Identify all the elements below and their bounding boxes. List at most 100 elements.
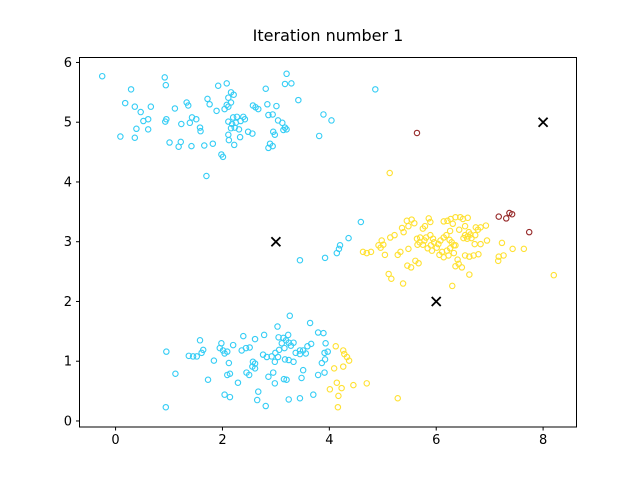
data-point bbox=[223, 80, 230, 87]
data-point bbox=[144, 115, 152, 123]
data-point bbox=[466, 253, 473, 260]
data-point bbox=[225, 359, 233, 367]
x-tick-label: 0 bbox=[111, 433, 119, 448]
data-point bbox=[415, 259, 422, 267]
data-point bbox=[306, 319, 314, 327]
y-axis: 0 1 2 3 4 5 6 bbox=[64, 56, 80, 429]
data-point bbox=[333, 379, 341, 386]
data-point bbox=[262, 402, 269, 410]
data-point bbox=[328, 117, 335, 124]
data-point bbox=[185, 352, 193, 360]
data-point bbox=[221, 350, 228, 357]
data-point bbox=[326, 386, 334, 393]
data-point bbox=[206, 101, 213, 108]
data-point bbox=[271, 380, 279, 387]
data-point bbox=[452, 242, 459, 249]
data-point bbox=[400, 228, 407, 236]
data-point bbox=[455, 226, 463, 234]
data-point bbox=[230, 141, 238, 149]
x-tick-label: 2 bbox=[218, 433, 226, 448]
data-point bbox=[236, 133, 244, 141]
data-point bbox=[274, 353, 282, 361]
data-point bbox=[265, 373, 272, 380]
data-point bbox=[221, 105, 228, 113]
data-point bbox=[299, 366, 307, 374]
x-tick-label: 4 bbox=[325, 433, 333, 448]
data-point bbox=[324, 348, 331, 355]
data-point bbox=[241, 115, 249, 123]
data-point bbox=[445, 252, 452, 259]
data-point bbox=[407, 264, 415, 271]
data-point bbox=[391, 231, 398, 239]
data-point bbox=[163, 348, 170, 355]
series-cluster-darkred bbox=[413, 129, 533, 236]
data-point bbox=[509, 245, 516, 253]
series-centroids bbox=[270, 117, 549, 307]
data-point bbox=[265, 144, 272, 152]
data-point bbox=[196, 124, 204, 131]
data-point bbox=[450, 249, 458, 257]
data-point bbox=[290, 358, 297, 366]
data-point bbox=[321, 254, 329, 262]
data-point bbox=[225, 136, 233, 144]
data-point bbox=[502, 215, 510, 222]
data-point bbox=[121, 99, 129, 107]
data-point bbox=[281, 344, 288, 352]
x-tick-label: 8 bbox=[539, 433, 547, 448]
data-point bbox=[204, 95, 211, 103]
data-point bbox=[189, 353, 197, 360]
data-point bbox=[133, 125, 140, 133]
data-point bbox=[388, 275, 395, 283]
data-point bbox=[320, 111, 327, 118]
y-tick-label: 6 bbox=[64, 56, 72, 71]
data-point bbox=[98, 72, 106, 80]
data-point bbox=[162, 403, 170, 411]
data-point bbox=[425, 215, 432, 222]
data-point bbox=[278, 340, 286, 347]
data-point bbox=[161, 74, 168, 81]
data-point bbox=[372, 86, 379, 93]
y-tick-label: 3 bbox=[64, 235, 72, 250]
centroid-x-marker bbox=[270, 236, 282, 247]
data-point bbox=[405, 222, 412, 230]
data-point bbox=[394, 251, 401, 259]
data-point bbox=[322, 340, 329, 347]
data-point bbox=[482, 222, 490, 229]
data-point bbox=[332, 343, 339, 350]
data-point bbox=[193, 353, 201, 360]
data-point bbox=[339, 363, 347, 370]
data-point bbox=[225, 94, 232, 101]
data-point bbox=[131, 134, 139, 141]
data-point bbox=[295, 96, 302, 104]
data-point bbox=[433, 244, 441, 251]
data-point bbox=[131, 103, 139, 110]
data-point bbox=[411, 219, 418, 227]
data-point bbox=[245, 371, 253, 379]
data-point bbox=[398, 224, 406, 232]
data-point bbox=[500, 252, 507, 259]
data-point bbox=[429, 235, 437, 242]
data-point bbox=[213, 107, 220, 115]
data-point bbox=[230, 91, 237, 98]
data-point bbox=[283, 70, 290, 78]
data-point bbox=[226, 393, 234, 401]
x-axis: 0 2 4 6 8 bbox=[111, 427, 547, 448]
data-point bbox=[274, 323, 281, 330]
data-point bbox=[201, 142, 208, 149]
data-point bbox=[285, 396, 292, 403]
y-tick-label: 2 bbox=[64, 295, 72, 310]
data-point bbox=[286, 312, 294, 320]
data-point bbox=[321, 369, 328, 376]
data-point bbox=[498, 239, 506, 247]
data-point bbox=[454, 256, 461, 263]
scatter-points bbox=[98, 70, 558, 411]
data-point bbox=[314, 329, 322, 336]
data-point bbox=[214, 82, 222, 90]
data-point bbox=[162, 81, 170, 89]
data-point bbox=[147, 103, 155, 110]
data-point bbox=[419, 225, 427, 232]
data-point bbox=[162, 118, 169, 125]
y-tick-label: 5 bbox=[64, 116, 72, 131]
data-point bbox=[550, 271, 558, 279]
data-point bbox=[186, 119, 194, 127]
